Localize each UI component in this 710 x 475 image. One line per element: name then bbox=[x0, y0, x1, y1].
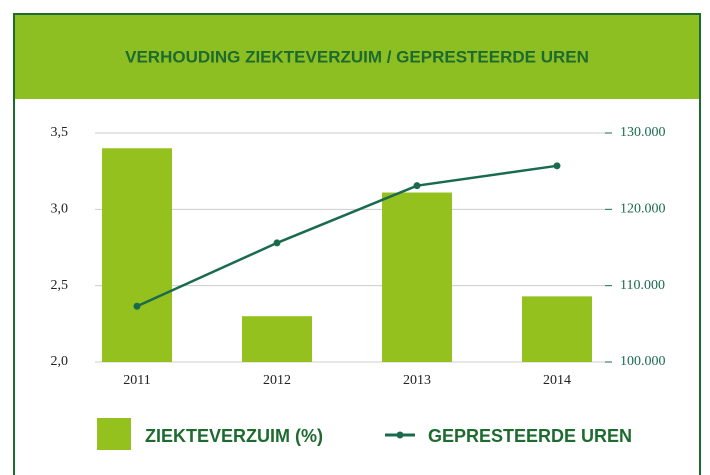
y2-tick-label: 130.000 bbox=[620, 125, 666, 140]
y2-tick-label: 120.000 bbox=[620, 202, 666, 217]
bar bbox=[242, 316, 312, 362]
legend-swatch-point bbox=[396, 431, 404, 439]
y-tick-label: 3,0 bbox=[51, 202, 69, 217]
y-tick-label: 2,5 bbox=[51, 278, 69, 293]
x-tick-label: 2012 bbox=[263, 373, 291, 388]
legend-label: GEPRESTEERDE UREN bbox=[428, 426, 632, 446]
y-tick-label: 2,0 bbox=[51, 354, 69, 369]
x-tick-label: 2011 bbox=[123, 373, 150, 388]
bar bbox=[102, 148, 172, 362]
y2-tick-label: 110.000 bbox=[620, 278, 665, 293]
chart-title: VERHOUDING ZIEKTEVERZUIM / GEPRESTEERDE … bbox=[125, 47, 589, 66]
bar bbox=[522, 296, 592, 362]
x-tick-label: 2014 bbox=[543, 373, 571, 388]
header-band bbox=[15, 15, 699, 99]
line-point bbox=[133, 302, 141, 310]
line bbox=[136, 164, 558, 308]
x-tick-label: 2013 bbox=[403, 373, 431, 388]
y-tick-label: 3,5 bbox=[51, 125, 69, 140]
legend-label: ZIEKTEVERZUIM (%) bbox=[145, 426, 323, 446]
line-point bbox=[553, 162, 561, 170]
line-point bbox=[273, 239, 281, 247]
legend-swatch bbox=[97, 418, 131, 450]
y2-tick-label: 100.000 bbox=[620, 354, 666, 369]
bar bbox=[382, 192, 452, 362]
line-point bbox=[413, 182, 421, 190]
